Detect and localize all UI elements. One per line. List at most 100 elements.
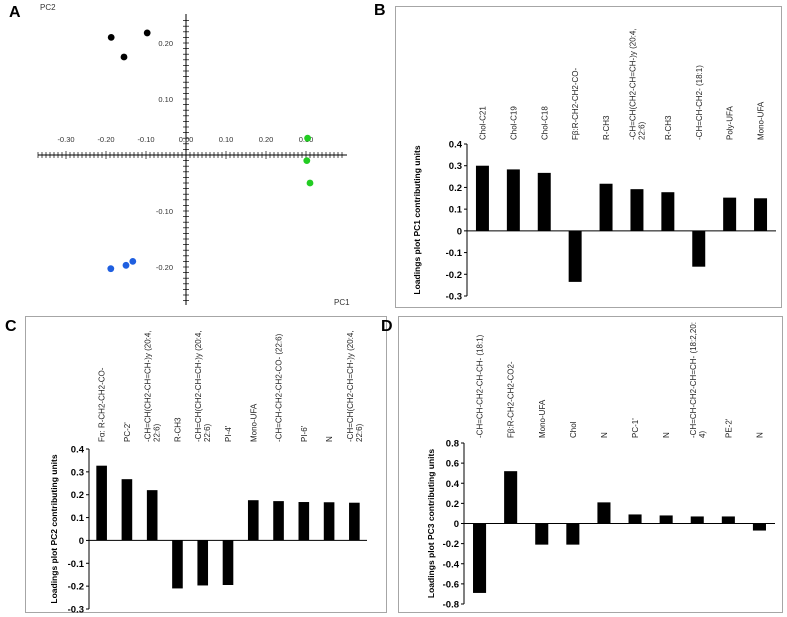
scatter-point-group-black xyxy=(107,34,115,41)
bar xyxy=(628,514,642,524)
category-label-line: -CH=CH-CH2-CH2-CO- (22:6) xyxy=(275,333,284,442)
category-label: PC-2' xyxy=(123,422,132,442)
y-tick-label: 0.4 xyxy=(71,445,85,456)
scatter-point-group-black xyxy=(143,29,151,37)
category-label: -CH=CH-CH2- (18:1) xyxy=(695,65,704,140)
category-label: N xyxy=(755,432,764,438)
bar xyxy=(323,502,335,541)
x-tick-label: 0.00 xyxy=(179,135,194,144)
y-tick-label: 0.10 xyxy=(158,95,173,104)
bar xyxy=(723,197,737,231)
bar xyxy=(597,502,611,524)
y-tick-label: -0.2 xyxy=(68,582,84,593)
category-label-line: -CH=CH(CH2-CH=CH-)y (20:4, xyxy=(628,28,637,140)
category-label: PC-1' xyxy=(631,418,640,438)
y-tick-label: -0.4 xyxy=(443,559,460,570)
category-label-line: Mono-UFA xyxy=(538,399,547,438)
category-label: N xyxy=(325,436,334,442)
category-label: Chol-C19 xyxy=(509,106,518,140)
category-label-line: PI-4' xyxy=(224,425,233,442)
y-tick-label: -0.1 xyxy=(446,248,463,259)
bar xyxy=(506,169,520,231)
category-label: -CH=CH(CH2-CH=CH-)y (20:4,22:6) xyxy=(346,330,364,442)
category-label: Mono-UFA xyxy=(757,101,766,140)
panel-letter-c: C xyxy=(5,318,17,335)
y-tick-label: -0.3 xyxy=(68,605,84,616)
scatter-point-group-blue xyxy=(107,265,115,273)
category-label-line: 22:6) xyxy=(637,121,646,140)
category-label: R-CH3 xyxy=(173,417,182,442)
bar xyxy=(473,523,487,593)
scatter-point-group-blue xyxy=(122,261,130,269)
category-label: R-CH3 xyxy=(602,115,611,140)
bar xyxy=(659,515,673,524)
bar xyxy=(273,501,284,541)
scatter-point-group-green xyxy=(306,179,314,187)
x-tick-label: -0.30 xyxy=(57,135,74,144)
category-label: -CH=CH(CH2-CH=CH-)y (20:4,22:6) xyxy=(194,330,212,442)
category-label: Mono-UFA xyxy=(538,399,547,438)
category-label-line: 22:6) xyxy=(203,423,212,442)
category-label-line: N xyxy=(755,432,764,438)
category-label: Mono-UFA xyxy=(249,403,258,442)
y-tick-label: -0.8 xyxy=(443,600,459,611)
category-label-line: Chol-C18 xyxy=(540,106,549,140)
category-label-line: Chol xyxy=(569,421,578,438)
bar xyxy=(661,192,675,231)
category-label: Fα: R-CH2-CH2-CO- xyxy=(98,367,107,442)
y-axis-title: Loadings plot PC1 contributing units xyxy=(412,145,422,294)
category-label-line: Mono-UFA xyxy=(757,101,766,140)
category-label-line: Poly-UFA xyxy=(726,106,735,140)
category-label-line: N xyxy=(600,432,609,438)
bar xyxy=(172,540,183,589)
category-label-line: -CH=CH(CH2-CH=CH-)y (20:4, xyxy=(194,330,203,442)
y-tick-label: -0.20 xyxy=(156,263,173,272)
category-label: PI-4' xyxy=(224,425,233,442)
y-tick-label: -0.10 xyxy=(156,207,173,216)
category-label-line: -CH=CH(CH2-CH=CH-)y (20:4, xyxy=(346,330,355,442)
x-tick-label: 0.10 xyxy=(219,135,234,144)
category-label-line: PC-1' xyxy=(631,418,640,438)
bar xyxy=(504,471,518,524)
bar xyxy=(537,172,551,231)
panel-b-frame xyxy=(395,6,782,308)
y-tick-label: 0.1 xyxy=(449,205,463,216)
y-axis-title: Loadings plot PC2 contributing units xyxy=(49,454,59,603)
category-label: PI-6' xyxy=(300,425,309,442)
scatter-point-group-green xyxy=(304,134,311,142)
category-label: Chol xyxy=(569,421,578,438)
category-label: N xyxy=(600,432,609,438)
y-tick-label: 0.4 xyxy=(446,479,460,490)
bar xyxy=(475,165,489,231)
bar xyxy=(222,540,234,585)
bar xyxy=(568,230,582,282)
bar xyxy=(630,189,644,231)
y-tick-label: 0 xyxy=(457,226,462,237)
bar xyxy=(121,479,133,541)
category-label-line: -CH=CH-CH2- (18:1) xyxy=(695,65,704,140)
category-label-line: PC-2' xyxy=(123,422,132,442)
category-label: R-CH3 xyxy=(664,115,673,140)
bar xyxy=(566,523,580,545)
bar xyxy=(247,500,259,541)
category-label-line: Chol-C21 xyxy=(478,106,487,140)
bar xyxy=(754,198,768,231)
scatter-point-group-blue xyxy=(129,258,137,265)
y-tick-label: 0.2 xyxy=(446,499,459,510)
category-label-line: Fα: R-CH2-CH2-CO- xyxy=(98,367,107,442)
panel-letter-a: A xyxy=(9,4,21,21)
bar xyxy=(298,502,310,541)
category-label-line: -CH=CH-CH2-CH=CH- (18:2,20: xyxy=(689,322,698,438)
x-tick-label: 0.20 xyxy=(259,135,274,144)
category-label-line: R-CH3 xyxy=(602,115,611,140)
bar xyxy=(752,523,766,531)
category-label: Chol-C21 xyxy=(478,106,487,140)
bar xyxy=(349,502,360,541)
bar xyxy=(690,516,704,524)
category-label: -CH=CH-CH2-CH=CH- (18:2,20:4) xyxy=(689,322,707,438)
x-tick-label: -0.10 xyxy=(137,135,154,144)
y-axis-label: PC2 xyxy=(40,3,56,12)
